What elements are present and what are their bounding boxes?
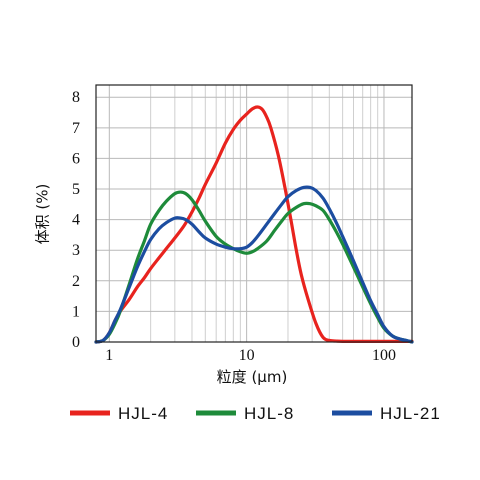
y-axis-label: 体积 (%) <box>34 184 52 245</box>
y-tick-label: 8 <box>72 89 80 106</box>
y-tick-label: 7 <box>72 120 80 137</box>
series-line-hjl-8 <box>94 190 414 344</box>
x-tick-labels: 1 10 100 <box>105 347 396 364</box>
legend-label-hjl-8: HJL-8 <box>244 404 294 423</box>
series-lines <box>94 105 414 344</box>
y-tick-label: 5 <box>72 181 80 198</box>
y-tick-label: 0 <box>72 334 80 351</box>
x-tick-label: 10 <box>239 347 255 364</box>
y-tick-label: 4 <box>72 212 80 229</box>
plot-frame <box>95 84 413 343</box>
x-tick-label: 100 <box>372 347 396 364</box>
y-tick-label: 3 <box>72 242 80 259</box>
legend-label-hjl-21: HJL-21 <box>380 404 441 423</box>
y-axis-label-group: 体积 (%) <box>34 184 52 245</box>
y-tick-label: 1 <box>72 303 80 320</box>
x-tick-label: 1 <box>105 347 113 364</box>
y-tick-label: 2 <box>72 273 80 290</box>
y-tick-labels: 0 1 2 3 4 5 6 7 8 <box>72 89 80 351</box>
x-axis-label: 粒度 (μm) <box>217 368 288 386</box>
series-line-hjl-21 <box>94 185 414 344</box>
y-tick-label: 6 <box>72 150 80 167</box>
legend: HJL-4 HJL-8 HJL-21 <box>70 404 441 423</box>
legend-label-hjl-4: HJL-4 <box>118 404 168 423</box>
series-line-hjl-4 <box>94 105 414 344</box>
grid-lines <box>96 85 412 343</box>
